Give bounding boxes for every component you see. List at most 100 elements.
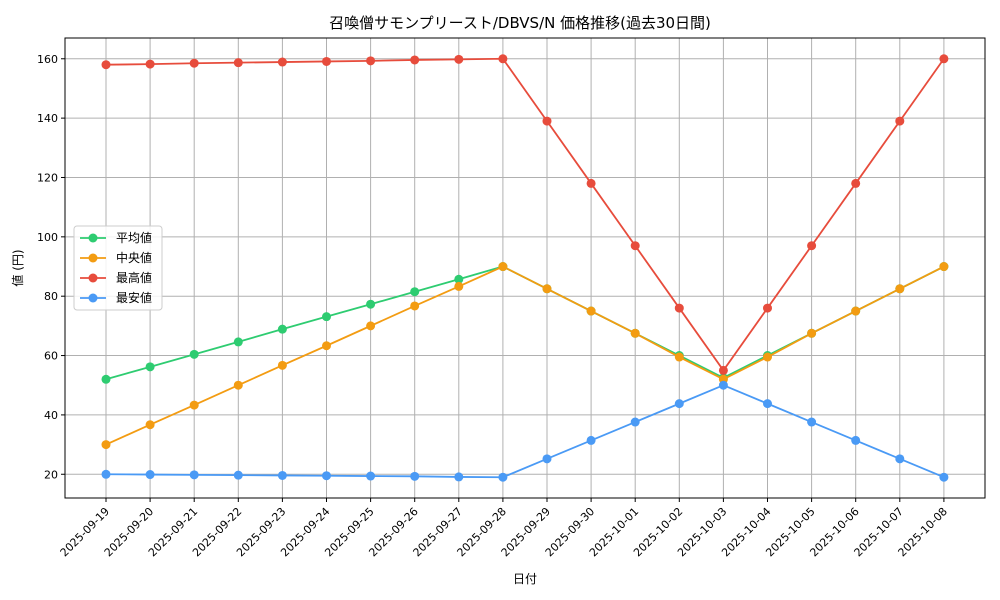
data-point (630, 241, 640, 251)
data-point (101, 374, 111, 384)
legend-marker (88, 273, 98, 283)
y-axis-label: 値 (円) (10, 249, 25, 286)
data-point (851, 435, 861, 445)
data-point (277, 360, 287, 370)
data-point (410, 301, 420, 311)
data-point (498, 262, 508, 272)
data-point (542, 454, 552, 464)
data-point (630, 328, 640, 338)
y-tick-label: 100 (37, 231, 58, 244)
data-point (233, 380, 243, 390)
data-point (454, 274, 464, 284)
y-tick-label: 120 (37, 171, 58, 184)
data-point (454, 472, 464, 482)
grid-lines (65, 38, 985, 498)
series-2 (101, 262, 949, 450)
data-point (189, 470, 199, 480)
x-axis-ticks: 2025-09-192025-09-202025-09-212025-09-22… (58, 498, 950, 559)
data-point (454, 54, 464, 64)
data-point (542, 284, 552, 294)
series-line (105, 57, 945, 372)
legend-label: 中央値 (116, 250, 152, 265)
data-point (851, 306, 861, 316)
y-tick-label: 140 (37, 112, 58, 125)
y-tick-label: 40 (44, 409, 58, 422)
legend-label: 平均値 (116, 230, 152, 245)
data-point (718, 380, 728, 390)
data-point (145, 59, 155, 69)
data-point (145, 420, 155, 430)
data-point (763, 303, 772, 313)
data-point (366, 471, 376, 481)
data-point (322, 471, 331, 481)
series-layer (101, 54, 949, 482)
data-point (454, 281, 464, 291)
data-point (586, 435, 596, 445)
series-3 (101, 54, 949, 375)
data-point (189, 349, 199, 359)
plot-frame (64, 37, 986, 499)
data-point (807, 328, 817, 338)
data-point (498, 472, 508, 482)
data-point (851, 178, 861, 188)
data-point (630, 417, 640, 427)
legend-label: 最高値 (116, 270, 152, 285)
data-point (763, 352, 772, 362)
data-point (807, 417, 817, 427)
data-point (233, 337, 243, 347)
chart-title: 召喚僧サモンプリースト/DBVS/N 価格推移(過去30日間) (329, 14, 711, 32)
data-point (322, 341, 331, 351)
legend-marker (88, 293, 98, 303)
data-point (542, 116, 552, 126)
series-4 (101, 380, 949, 482)
data-point (895, 116, 905, 126)
data-point (939, 262, 949, 272)
legend-label: 最安値 (116, 290, 152, 305)
series-line (105, 265, 945, 446)
data-point (674, 352, 684, 362)
data-point (233, 58, 243, 68)
data-point (322, 312, 331, 322)
data-point (807, 241, 817, 251)
y-tick-label: 80 (44, 290, 58, 303)
data-point (674, 399, 684, 409)
legend-marker (88, 233, 98, 243)
data-point (895, 284, 905, 294)
data-point (939, 472, 949, 482)
series-line (105, 384, 945, 479)
data-point (101, 440, 111, 450)
data-point (674, 303, 684, 313)
data-point (145, 470, 155, 480)
legend-marker (88, 253, 98, 263)
data-point (189, 58, 199, 68)
data-point (718, 365, 728, 375)
data-point (366, 321, 376, 331)
data-point (101, 469, 111, 479)
series-line (105, 265, 945, 381)
y-axis-ticks: 20 40 60 80 100 120 140 160 (37, 53, 65, 481)
data-point (366, 299, 376, 309)
data-point (410, 55, 420, 65)
x-axis-label: 日付 (513, 572, 537, 586)
data-point (498, 54, 508, 64)
data-point (895, 454, 905, 464)
data-point (763, 399, 772, 409)
legend-box (73, 225, 163, 311)
data-point (939, 54, 949, 64)
data-point (366, 56, 376, 66)
data-point (586, 178, 596, 188)
data-point (145, 362, 155, 372)
y-tick-label: 160 (37, 53, 58, 66)
y-tick-label: 60 (44, 350, 58, 363)
data-point (277, 470, 287, 480)
y-tick-label: 20 (44, 468, 58, 481)
data-point (322, 56, 331, 66)
data-point (189, 400, 199, 410)
data-point (410, 287, 420, 297)
data-point (233, 470, 243, 480)
data-point (277, 57, 287, 67)
data-point (410, 471, 420, 481)
data-point (101, 60, 111, 70)
